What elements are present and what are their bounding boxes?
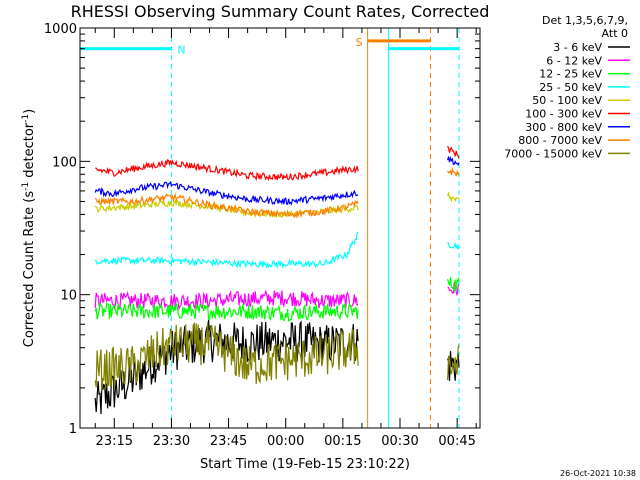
series-line-3	[94, 231, 460, 270]
legend-header-1: Det 1,3,5,6,7,9,	[542, 14, 628, 27]
plot-frame	[79, 27, 481, 429]
series-line-1	[94, 282, 460, 311]
x-tick-label-3: 00:00	[267, 434, 304, 449]
x-tick-label-4: 00:15	[324, 434, 361, 449]
y-tick-label-1: 10	[60, 289, 77, 304]
x-tick-label-2: 23:45	[210, 434, 247, 449]
chart-title: RHESSI Observing Summary Count Rates, Co…	[71, 2, 490, 21]
series-line-4	[94, 190, 460, 219]
x-tick-label-6: 00:45	[438, 434, 475, 449]
legend-label-2: 12 - 25 keV	[539, 68, 602, 81]
legend-label-4: 50 - 100 keV	[532, 94, 602, 107]
legend-label-7: 800 - 7000 keV	[518, 134, 602, 147]
legend-label-3: 25 - 50 keV	[539, 81, 602, 94]
series-line-6	[94, 155, 460, 206]
x-tick-label-1: 23:30	[153, 434, 190, 449]
x-tick-label-0: 23:15	[96, 434, 133, 449]
legend-label-5: 100 - 300 keV	[525, 108, 602, 121]
axis-ticks: 1 10 100 1000 23:15 23:30 23:45 00:00 00:15 00:30…	[44, 22, 480, 449]
y-tick-label-0: 1	[69, 422, 77, 437]
y-tick-label-2: 100	[52, 155, 77, 170]
y-axis-label: Corrected Count Rate (s-1 detector-1)	[21, 109, 37, 347]
y-tick-label-3: 1000	[44, 22, 77, 37]
legend-label-6: 300 - 800 keV	[525, 121, 602, 134]
legend-label-1: 6 - 12 keV	[546, 54, 602, 67]
flag-label-1: S	[356, 36, 363, 49]
legend-header-2: Att 0	[602, 27, 628, 40]
timestamp: 26-Oct-2021 10:38	[560, 469, 636, 478]
data-layer: NS	[79, 28, 460, 428]
series-line-2	[94, 277, 460, 322]
x-axis-label: Start Time (19-Feb-15 23:10:22)	[200, 457, 410, 472]
series-line-7	[94, 166, 460, 219]
legend-label-8: 7000 - 15000 keV	[504, 147, 602, 160]
flag-label-0: N	[177, 44, 185, 57]
x-tick-label-5: 00:30	[381, 434, 418, 449]
series-line-8	[94, 321, 460, 391]
legend-label-0: 3 - 6 keV	[553, 41, 602, 54]
series-line-5	[95, 145, 460, 182]
